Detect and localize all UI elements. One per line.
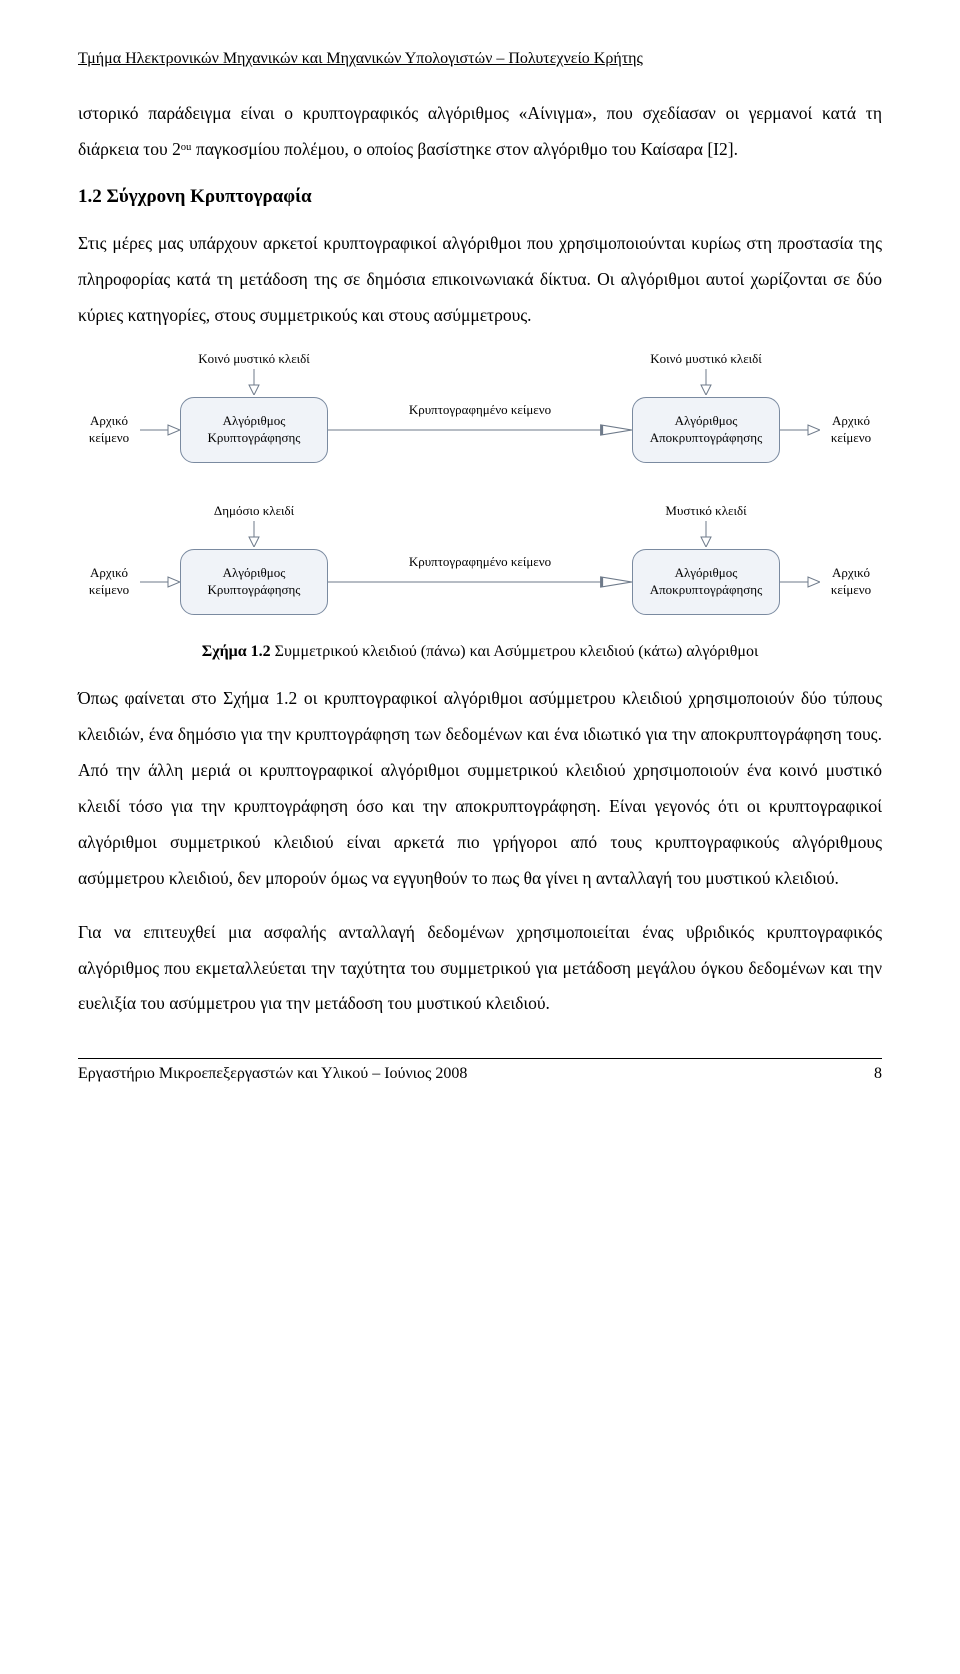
figure-caption: Σχήμα 1.2 Συμμετρικού κλειδιού (πάνω) κα… <box>78 643 882 661</box>
key-label-bottom-left: Δημόσιο κλειδί <box>180 503 328 519</box>
paragraph-3: Όπως φαίνεται στο Σχήμα 1.2 οι κρυπτογρα… <box>78 681 882 896</box>
diagram-symmetric: Κοινό μυστικό κλειδί Κοινό μυστικό κλειδ… <box>78 351 882 463</box>
paragraph-4: Για να επιτευχθεί μια ασφαλής ανταλλαγή … <box>78 915 882 1023</box>
plaintext-label-left: Αρχικόκείμενο <box>78 565 140 599</box>
section-heading: 1.2 Σύγχρονη Κρυπτογραφία <box>78 186 882 208</box>
crypto-diagram: Κοινό μυστικό κλειδί Κοινό μυστικό κλειδ… <box>78 351 882 615</box>
page-footer: Εργαστήριο Μικροεπεξεργαστών και Υλικού … <box>78 1058 882 1083</box>
diagram-asymmetric: Δημόσιο κλειδί Μυστικό κλειδί Αρχικόκείμ… <box>78 503 882 615</box>
decrypt-box: Αλγόριθμος Αποκρυπτογράφησης <box>632 397 780 463</box>
arrow-right-icon: Κρυπτογραφημένο κείμενο <box>328 422 632 438</box>
key-label-bottom-right: Μυστικό κλειδί <box>632 503 780 519</box>
page-header: Τμήμα Ηλεκτρονικών Μηχανικών και Μηχανικ… <box>78 50 882 68</box>
arrow-right-icon <box>780 423 820 437</box>
arrow-right-icon <box>140 575 180 589</box>
ciphertext-label: Κρυπτογραφημένο κείμενο <box>328 402 632 418</box>
paragraph-1: ιστορικό παράδειγμα είναι ο κρυπτογραφικ… <box>78 96 882 168</box>
arrow-down-icon <box>632 369 780 395</box>
key-label-top-right: Κοινό μυστικό κλειδί <box>632 351 780 367</box>
arrow-down-icon <box>632 521 780 547</box>
arrow-right-icon: Κρυπτογραφημένο κείμενο <box>328 574 632 590</box>
footer-left: Εργαστήριο Μικροεπεξεργαστών και Υλικού … <box>78 1065 467 1083</box>
plaintext-label-left: Αρχικόκείμενο <box>78 413 140 447</box>
key-label-top-left: Κοινό μυστικό κλειδί <box>180 351 328 367</box>
decrypt-box: Αλγόριθμος Αποκρυπτογράφησης <box>632 549 780 615</box>
paragraph-2: Στις μέρες μας υπάρχουν αρκετοί κρυπτογρ… <box>78 226 882 334</box>
arrow-right-icon <box>780 575 820 589</box>
arrow-right-icon <box>140 423 180 437</box>
arrow-down-icon <box>180 521 328 547</box>
plaintext-label-right: Αρχικόκείμενο <box>820 413 882 447</box>
plaintext-label-right: Αρχικόκείμενο <box>820 565 882 599</box>
arrow-down-icon <box>180 369 328 395</box>
encrypt-box: Αλγόριθμος Κρυπτογράφησης <box>180 549 328 615</box>
encrypt-box: Αλγόριθμος Κρυπτογράφησης <box>180 397 328 463</box>
ciphertext-label: Κρυπτογραφημένο κείμενο <box>328 554 632 570</box>
page-number: 8 <box>874 1065 882 1083</box>
